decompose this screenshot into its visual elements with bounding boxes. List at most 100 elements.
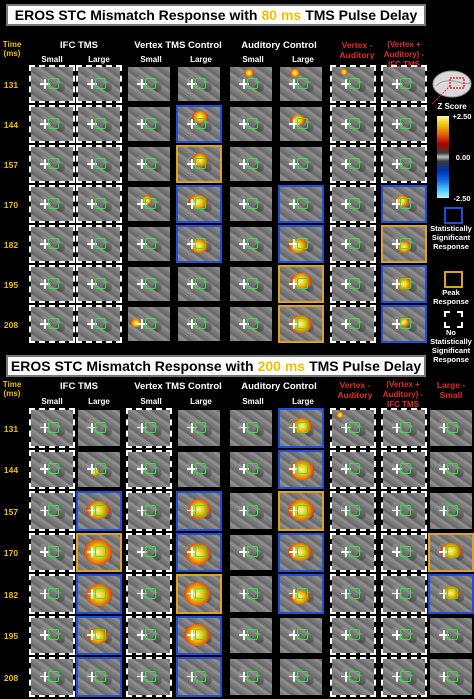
crosshair-icon xyxy=(439,588,449,599)
roi-box xyxy=(95,278,106,289)
roi-box xyxy=(48,78,59,89)
roi-box xyxy=(297,278,308,289)
crosshair-icon xyxy=(392,79,402,89)
crosshair-icon xyxy=(137,199,147,209)
zscore-label: Z Score xyxy=(437,102,467,111)
roi-box xyxy=(349,629,360,641)
subcol-top: Small xyxy=(242,55,264,64)
colorbar xyxy=(437,116,449,198)
crosshair-icon xyxy=(341,422,351,433)
crosshair-icon xyxy=(392,239,402,249)
roi-box xyxy=(400,78,411,89)
roi-box xyxy=(247,118,258,129)
roi-box xyxy=(95,238,106,249)
bottom-delay: 200 ms xyxy=(257,358,306,374)
bottom-brain-slice xyxy=(330,491,376,531)
top-brain-slice xyxy=(128,67,170,101)
bottom-brain-slice xyxy=(330,615,376,655)
crosshair-icon xyxy=(187,588,197,599)
bottom-brain-slice xyxy=(330,657,376,697)
roi-box xyxy=(247,670,258,682)
roi-box xyxy=(349,546,360,558)
top-brain-slice xyxy=(29,145,75,183)
top-brain-slice xyxy=(128,107,170,141)
crosshair-icon xyxy=(392,464,402,475)
top-brain-slice xyxy=(278,225,324,263)
subcol-top: Large xyxy=(88,55,110,64)
roi-box xyxy=(95,78,106,89)
top-brain-slice xyxy=(76,105,122,143)
group-ifc-bottom: IFC TMS xyxy=(60,381,98,392)
roi-box xyxy=(145,463,156,475)
crosshair-icon xyxy=(87,505,97,516)
bottom-brain-slice xyxy=(280,617,322,653)
crosshair-icon xyxy=(392,119,402,129)
top-brain-slice xyxy=(176,225,222,263)
roi-box xyxy=(247,504,258,516)
roi-box xyxy=(95,629,106,641)
roi-box xyxy=(145,158,156,169)
bottom-brain-slice xyxy=(230,659,272,695)
crosshair-icon xyxy=(40,588,50,599)
roi-box xyxy=(48,629,59,641)
bottom-brain-slice xyxy=(381,491,427,531)
crosshair-icon xyxy=(289,79,299,89)
roi-box xyxy=(48,463,59,475)
crosshair-icon xyxy=(392,630,402,641)
roi-box xyxy=(195,238,206,249)
crosshair-icon xyxy=(40,279,50,289)
roi-box xyxy=(247,463,258,475)
time-row-label: 182 xyxy=(3,589,19,600)
bottom-brain-slice xyxy=(230,493,272,529)
bottom-brain-slice xyxy=(330,408,376,448)
time-row-label: 208 xyxy=(3,672,19,683)
roi-box xyxy=(447,463,458,475)
roi-box xyxy=(400,546,411,558)
z-mid-label: 0.00 xyxy=(455,153,471,162)
roi-box xyxy=(247,238,258,249)
crosshair-icon xyxy=(289,199,299,209)
bottom-brain-slice xyxy=(230,534,272,570)
group-auditory-top: Auditory Control xyxy=(241,40,317,51)
crosshair-icon xyxy=(137,319,147,329)
top-brain-slice xyxy=(29,105,75,143)
time-header-top: Time (ms) xyxy=(2,40,22,58)
top-brain-slice xyxy=(230,187,272,221)
crosshair-icon xyxy=(137,422,147,433)
crosshair-icon xyxy=(239,199,249,209)
top-brain-slice xyxy=(76,305,122,343)
roi-box xyxy=(48,318,59,329)
crosshair-icon xyxy=(137,505,147,516)
activation-blob xyxy=(130,319,142,327)
roi-box xyxy=(195,198,206,209)
bottom-brain-slice xyxy=(278,491,324,531)
crosshair-icon xyxy=(40,464,50,475)
bottom-brain-slice xyxy=(76,615,122,655)
bottom-brain-slice xyxy=(230,410,272,446)
subcol-top: Large xyxy=(190,55,212,64)
crosshair-icon xyxy=(239,464,249,475)
roi-box xyxy=(297,504,308,516)
crosshair-icon xyxy=(187,119,197,129)
bottom-brain-slice xyxy=(430,410,472,446)
crosshair-icon xyxy=(137,547,147,558)
crosshair-icon xyxy=(439,671,449,682)
sig-legend-box xyxy=(444,207,463,224)
bottom-brain-slice xyxy=(78,451,120,487)
bottom-brain-slice xyxy=(430,451,472,487)
roi-box xyxy=(247,421,258,433)
crosshair-icon xyxy=(87,119,97,129)
crosshair-icon xyxy=(289,279,299,289)
top-brain-slice xyxy=(381,65,427,103)
bottom-brain-slice xyxy=(76,491,122,531)
bottom-brain-slice xyxy=(278,449,324,489)
crosshair-icon xyxy=(87,422,97,433)
crosshair-icon xyxy=(137,279,147,289)
roi-box xyxy=(297,78,308,89)
bottom-brain-slice xyxy=(381,615,427,655)
crosshair-icon xyxy=(341,319,351,329)
activation-blob xyxy=(290,273,312,289)
top-brain-slice xyxy=(128,147,170,181)
top-brain-slice xyxy=(330,225,376,263)
roi-box xyxy=(447,587,458,599)
